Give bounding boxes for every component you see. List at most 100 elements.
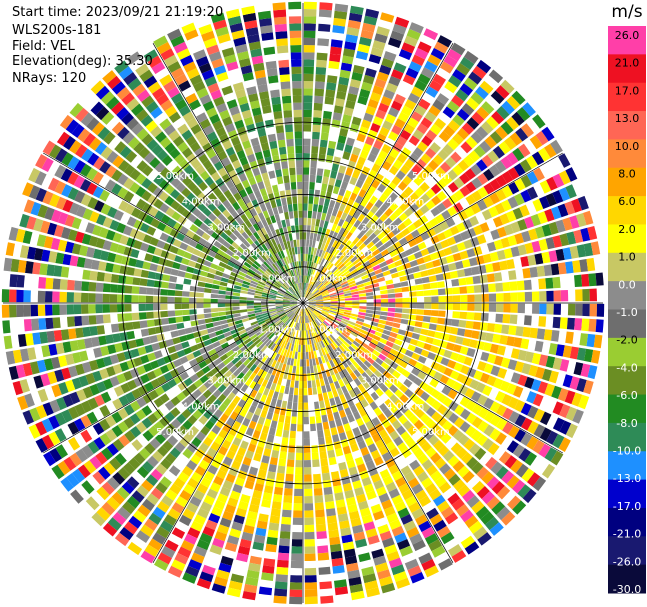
radar-gate (264, 356, 271, 365)
radar-gate (291, 189, 297, 197)
radar-gate (515, 127, 529, 142)
radar-gate (111, 411, 123, 424)
radar-gate (345, 250, 353, 258)
radar-gate (460, 56, 475, 70)
radar-gate (437, 500, 450, 513)
radar-gate (303, 380, 308, 389)
radar-gate (471, 330, 480, 340)
radar-gate (276, 220, 283, 229)
radar-gate (142, 461, 154, 473)
radar-gate (367, 443, 378, 453)
radar-gate (38, 318, 47, 330)
radar-gate (253, 366, 261, 375)
radar-gate (359, 88, 371, 99)
radar-gate (313, 102, 323, 111)
radar-gate (272, 285, 279, 291)
radar-gate (261, 572, 274, 581)
radar-gate (318, 197, 325, 206)
radar-gate (170, 407, 181, 418)
radar-gate (425, 336, 434, 345)
colorbar-tick-label: 0.0 (618, 278, 636, 291)
radar-gate (343, 311, 352, 316)
radar-gate (118, 434, 130, 447)
radar-gate (161, 546, 176, 559)
radar-gate (322, 307, 330, 310)
radar-gate (153, 303, 161, 311)
radar-gate (443, 55, 458, 68)
radar-gate (423, 165, 434, 176)
radar-gate (414, 361, 424, 371)
radar-gate (334, 380, 341, 390)
radar-gate (303, 153, 310, 161)
radar-gate (288, 445, 296, 453)
radar-gate (409, 291, 417, 297)
radar-gate (553, 290, 561, 302)
radar-gate (379, 64, 392, 75)
radar-gate (564, 201, 576, 215)
radar-gate (194, 262, 204, 270)
radar-gate (388, 375, 397, 384)
radar-gate (312, 117, 322, 126)
radar-gate (352, 305, 360, 309)
radar-gate (124, 304, 132, 312)
radar-gate (93, 248, 103, 260)
radar-gate (379, 285, 388, 291)
radar-gate (435, 213, 445, 224)
radar-gate (362, 277, 371, 283)
radar-gate (76, 389, 87, 402)
radar-gate (62, 199, 74, 213)
radar-gate (27, 347, 37, 361)
radar-gate (414, 321, 423, 328)
radar-gate (334, 329, 342, 336)
radar-gate (256, 520, 268, 530)
radar-gate (275, 304, 283, 306)
radar-gate (291, 305, 298, 309)
radar-gate (296, 239, 300, 247)
radar-gate (75, 448, 88, 463)
radar-gate (510, 303, 518, 313)
radar-gate (88, 359, 99, 371)
radar-gate (408, 358, 418, 367)
radar-gate (250, 496, 261, 506)
radar-gate (303, 210, 308, 218)
radar-gate (338, 324, 346, 330)
radar-gate (371, 179, 380, 189)
radar-gate (261, 425, 270, 434)
radar-gate (545, 237, 555, 250)
radar-gate (142, 430, 154, 442)
radar-gate (304, 539, 315, 547)
radar-gate (231, 460, 241, 470)
radar-gate (346, 562, 359, 572)
radar-gate (393, 379, 403, 389)
radar-gate (226, 449, 236, 460)
radar-gate (330, 304, 338, 307)
radar-gate (281, 219, 287, 228)
radar-gate (309, 174, 316, 183)
radar-gate (375, 388, 384, 397)
radar-gate (330, 170, 338, 179)
radar-gate (252, 325, 261, 331)
radar-gate (501, 324, 510, 335)
radar-gate (149, 237, 159, 247)
radar-gate (166, 361, 176, 371)
radar-gate (506, 440, 519, 454)
radar-gate (345, 429, 354, 439)
radar-gate (492, 145, 505, 159)
radar-gate (280, 348, 286, 356)
radar-gate (408, 314, 417, 321)
radar-gate (543, 264, 553, 276)
radar-gate (382, 475, 394, 486)
radar-gate (103, 272, 112, 283)
radar-gate (447, 359, 457, 369)
radar-gate (377, 231, 386, 240)
radar-gate (456, 504, 470, 517)
radar-gate (448, 334, 457, 343)
radar-gate (389, 361, 399, 370)
radar-gate (100, 203, 111, 215)
radar-gate (413, 219, 423, 229)
radar-gate (407, 565, 422, 577)
radar-gate (36, 359, 47, 373)
radar-gate (299, 366, 303, 374)
radar-gate (285, 327, 291, 334)
radar-gate (343, 48, 356, 58)
